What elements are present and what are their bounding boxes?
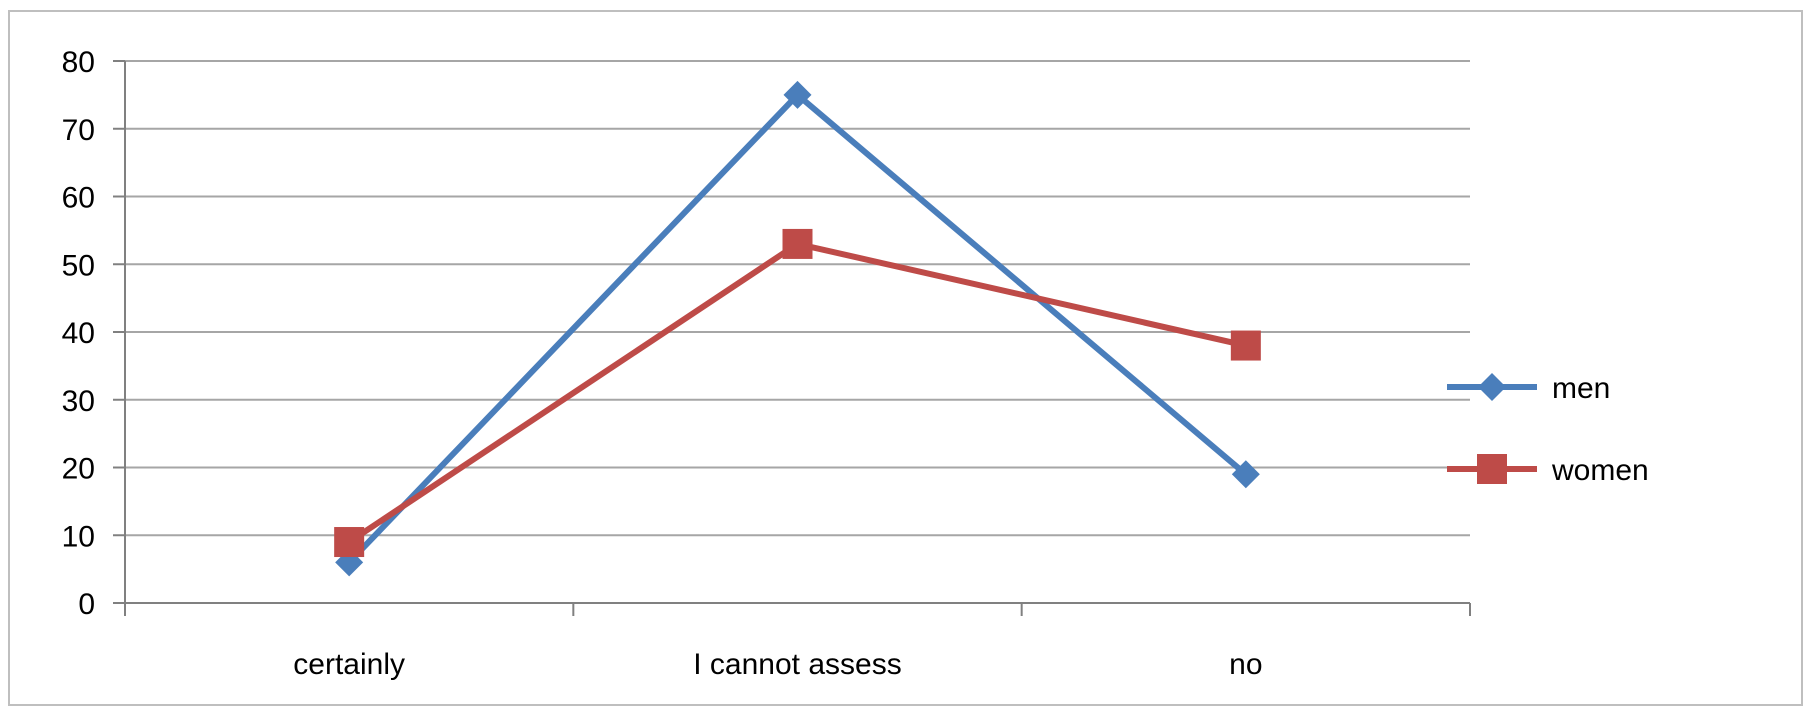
- axes: [113, 60, 1471, 616]
- y-tick-label-70: 70: [62, 114, 95, 147]
- series-line-women: [347, 240, 1247, 545]
- y-tick-label-60: 60: [62, 182, 95, 215]
- point-women-0: [334, 527, 365, 558]
- y-tick-label-40: 40: [62, 317, 95, 350]
- y-tick-label-30: 30: [62, 385, 95, 418]
- y-tick-label-80: 80: [62, 46, 95, 79]
- gridlines: [125, 60, 1470, 537]
- legend-marker-women: [1477, 454, 1507, 484]
- x-tick-label-2: no: [1229, 648, 1262, 681]
- x-tick-labels: certainly I cannot assess no: [293, 648, 1262, 681]
- y-tick-label-20: 20: [62, 453, 95, 486]
- x-tick-label-0: certainly: [293, 648, 405, 681]
- series-markers: [334, 80, 1261, 577]
- y-tick-label-50: 50: [62, 249, 95, 282]
- point-women-1: [782, 228, 813, 259]
- x-tick-label-1: I cannot assess: [693, 648, 901, 681]
- series-line-men: [347, 90, 1248, 565]
- point-men-1: [783, 80, 812, 109]
- point-women-2: [1230, 330, 1261, 361]
- legend-label-men: men: [1552, 372, 1610, 405]
- series-lines: [347, 90, 1248, 565]
- y-tick-labels: 0 10 20 30 40 50 60 70 80: [62, 46, 95, 621]
- point-men-2: [1231, 460, 1260, 489]
- y-tick-label-0: 0: [78, 588, 95, 621]
- legend-label-women: women: [1551, 454, 1649, 487]
- y-tick-label-10: 10: [62, 520, 95, 553]
- chart-frame: [8, 10, 1803, 706]
- legend: men women: [1447, 372, 1649, 487]
- legend-marker-men: [1478, 373, 1506, 401]
